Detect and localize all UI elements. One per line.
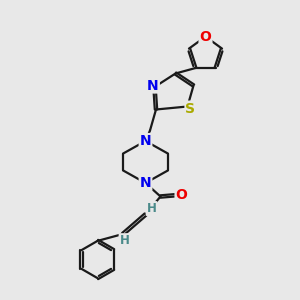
- Text: S: S: [185, 102, 196, 116]
- Text: N: N: [140, 134, 151, 148]
- Text: H: H: [120, 234, 129, 247]
- Text: H: H: [147, 202, 156, 215]
- Text: O: O: [200, 30, 211, 44]
- Text: N: N: [140, 176, 151, 190]
- Text: O: O: [176, 188, 188, 202]
- Text: N: N: [147, 79, 159, 92]
